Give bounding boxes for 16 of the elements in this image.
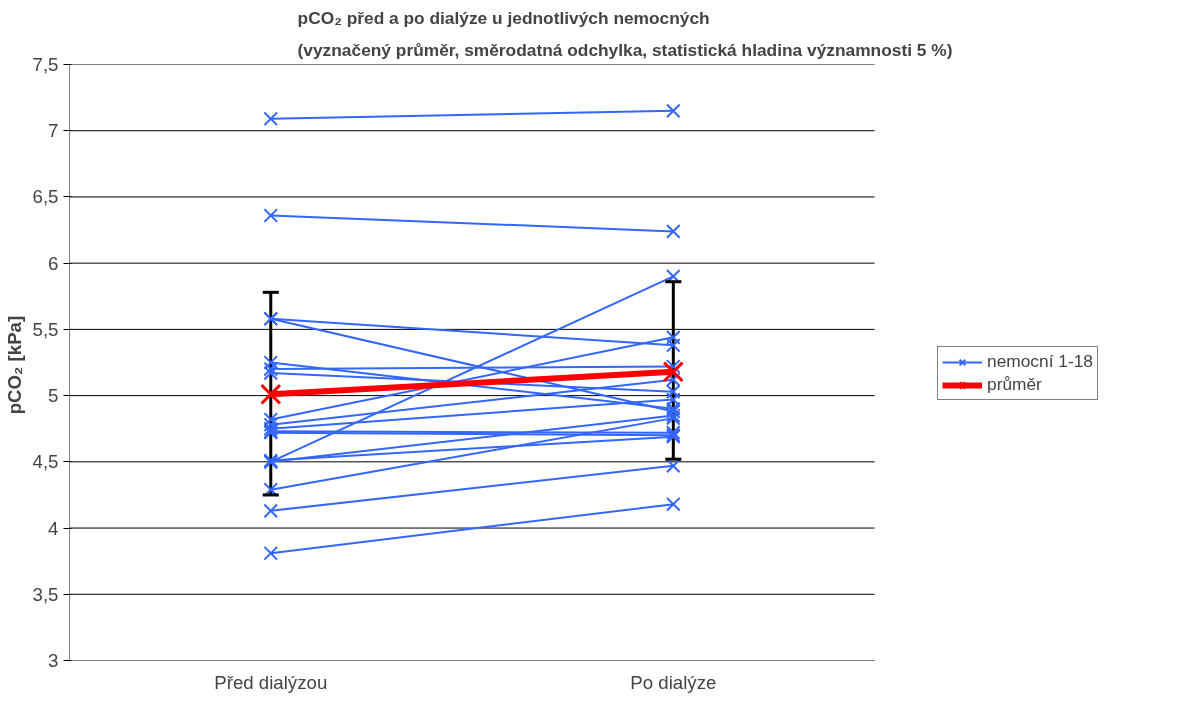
y-tick-label: 7,5 — [32, 54, 59, 75]
y-tick-label: 4,5 — [32, 451, 59, 473]
y-tick-label: 3,5 — [32, 583, 59, 605]
legend-label: průměr — [987, 374, 1042, 395]
y-tick-label: 4 — [48, 517, 59, 539]
legend-label: nemocní 1-18 — [987, 351, 1093, 372]
y-tick-label: 6,5 — [32, 186, 59, 208]
y-tick-label: 6 — [48, 252, 59, 274]
y-tick-label: 7 — [48, 120, 59, 142]
y-tick-label: 5 — [48, 385, 59, 407]
y-axis-title: pCO₂ [kPa] — [3, 315, 25, 415]
y-tick-label: 3 — [48, 650, 59, 671]
chart-title: pCO₂ před a po dialýze u jednotlivých nemocných (vyznačený průměr, směrodatná odchylka, statistická hladina významnosti 5 %) — [297, 7, 953, 60]
y-tick-label: 5,5 — [32, 318, 59, 340]
x-tick-label: Po dialýze — [630, 671, 717, 693]
x-tick-label: Před dialýzou — [214, 671, 328, 693]
